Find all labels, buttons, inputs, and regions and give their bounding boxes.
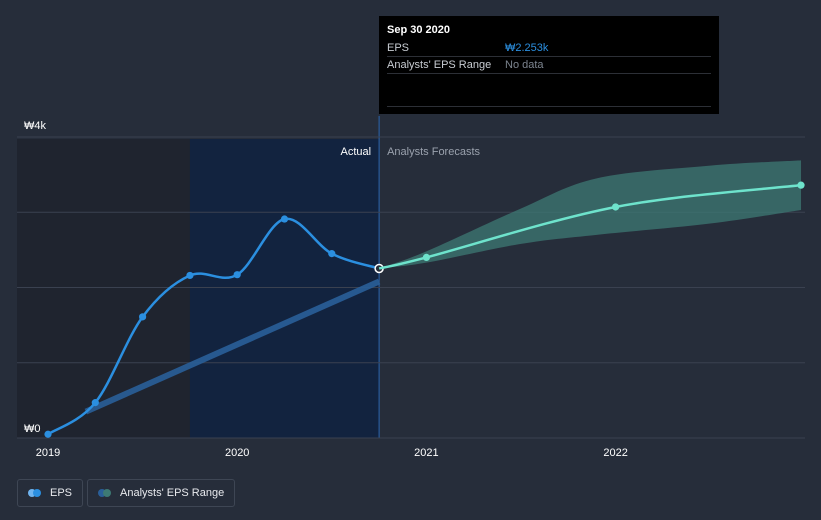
eps-point <box>186 271 194 280</box>
legend-eps-toggle[interactable]: EPS <box>17 479 84 507</box>
tooltip: Sep 30 2020 EPS ₩2.253k Analysts' EPS Ra… <box>379 16 719 114</box>
legend-eps-label: EPS <box>50 487 73 499</box>
y-tick-label: ₩4k <box>24 120 47 132</box>
range-legend-icon <box>98 489 112 497</box>
tooltip-range-value: No data <box>505 59 544 71</box>
eps-point <box>280 215 289 223</box>
tooltip-date: Sep 30 2020 <box>387 24 450 36</box>
eps-point <box>328 250 336 258</box>
x-tick-label: 2022 <box>603 447 627 459</box>
eps-legend-icon <box>28 489 42 497</box>
forecast-point <box>797 181 805 189</box>
historical-range-line <box>84 278 381 415</box>
actual-label: Actual <box>341 146 372 158</box>
eps-point <box>139 313 147 321</box>
y-tick-label: ₩0 <box>24 423 41 435</box>
eps-line <box>47 217 380 436</box>
tooltip-eps-label: EPS <box>387 42 410 54</box>
eps-point <box>233 271 241 279</box>
x-tick-label: 2020 <box>225 447 249 459</box>
legend-range-toggle[interactable]: Analysts' EPS Range <box>87 479 236 507</box>
tooltip-divider <box>387 73 711 74</box>
tooltip-divider <box>387 106 711 107</box>
eps-point <box>44 430 52 438</box>
x-tick-label: 2019 <box>36 447 60 459</box>
eps-point <box>91 399 99 407</box>
forecast-label: Analysts Forecasts <box>387 146 480 158</box>
past-shade <box>17 139 190 438</box>
legend-range-label: Analysts' EPS Range <box>120 487 225 499</box>
tooltip-range-label: Analysts' EPS Range <box>387 59 492 71</box>
tooltip-divider <box>387 56 711 57</box>
forecast-line <box>378 183 802 270</box>
forecast-point <box>612 203 620 211</box>
actual-region-band <box>189 139 380 438</box>
forecast-point <box>422 253 430 261</box>
x-tick-label: 2021 <box>414 447 438 459</box>
tooltip-eps-value: ₩2.253k <box>505 42 549 54</box>
